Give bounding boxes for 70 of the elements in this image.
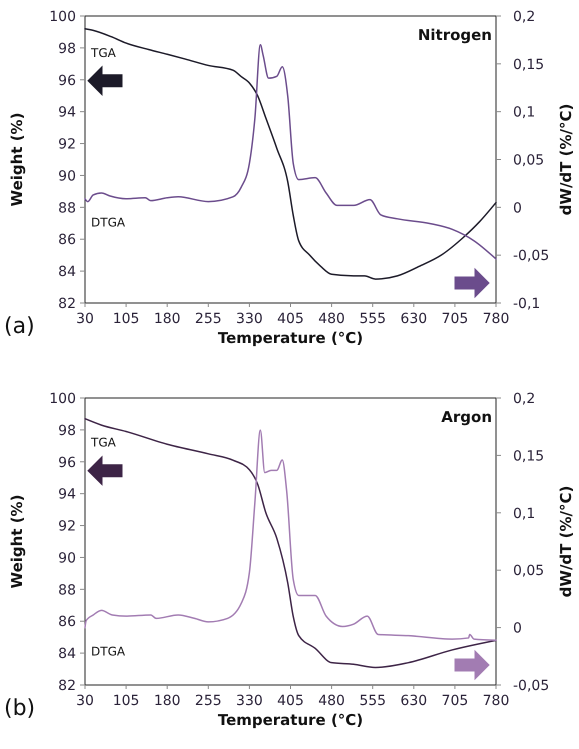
y2-tick-label: -0,05 xyxy=(513,678,550,694)
x-tick-label: 705 xyxy=(442,311,468,327)
x-tick-label: 555 xyxy=(359,693,386,709)
x-axis-title: Temperature (°C) xyxy=(218,329,364,347)
x-tick-label: 630 xyxy=(400,693,428,709)
y2-tick-label: 0,1 xyxy=(513,506,536,522)
y-tick-label: 88 xyxy=(58,200,76,216)
y2-tick-label: -0,1 xyxy=(513,296,540,312)
y2-tick-label: 0,1 xyxy=(513,104,536,121)
x-tick-label: 255 xyxy=(194,311,222,327)
y2-tick-label: 0,15 xyxy=(513,448,544,464)
y2-tick-label: 0,2 xyxy=(513,391,536,407)
y-tick-label: 84 xyxy=(58,646,76,662)
y-tick-label: 96 xyxy=(58,454,76,471)
text: (b) xyxy=(4,696,36,721)
line-series xyxy=(84,429,497,641)
x-tick-label: 480 xyxy=(318,693,345,709)
x-tick-label: 30 xyxy=(76,693,94,709)
x-tick-label: 555 xyxy=(359,311,386,327)
y-axis-title: Weight (%) xyxy=(8,494,26,588)
x-tick-label: 105 xyxy=(112,693,140,709)
x-tick-label: 330 xyxy=(236,311,263,327)
y2-tick-label: 0,05 xyxy=(513,152,544,168)
y-tick-label: 100 xyxy=(49,9,76,25)
series-label: DTGA xyxy=(91,644,126,659)
x-tick-label: 630 xyxy=(400,311,428,327)
y-tick-label: 90 xyxy=(58,550,76,566)
y2-tick-label: -0,05 xyxy=(513,248,550,264)
y-tick-label: 96 xyxy=(58,72,76,89)
y-tick-label: 94 xyxy=(58,104,76,121)
x-tick-label: 405 xyxy=(277,311,304,327)
y-tick-label: 84 xyxy=(58,264,76,280)
y-tick-label: 92 xyxy=(58,136,76,153)
x-tick-label: 780 xyxy=(482,693,510,709)
y-tick-label: 100 xyxy=(49,391,76,407)
text: (a) xyxy=(4,314,35,339)
y-tick-label: 86 xyxy=(58,232,76,248)
y2-tick-label: 0,15 xyxy=(513,56,544,73)
y2-tick-label: 0 xyxy=(513,200,522,216)
y-tick-label: 92 xyxy=(58,518,76,535)
text: Argon xyxy=(441,408,492,426)
x-tick-label: 180 xyxy=(154,311,181,327)
y-tick-label: 86 xyxy=(58,614,76,630)
x-tick-label: 480 xyxy=(318,311,345,327)
y2-axis-title: dW/dT (%/°C) xyxy=(557,486,575,598)
y2-tick-label: 0,2 xyxy=(513,9,536,25)
y-axis-title: Weight (%) xyxy=(8,112,26,206)
x-tick-label: 255 xyxy=(194,693,222,709)
y-tick-label: 82 xyxy=(58,678,76,694)
y2-axis-title: dW/dT (%/°C) xyxy=(557,104,575,216)
text: Nitrogen xyxy=(418,26,492,44)
y2-tick-label: 0,05 xyxy=(513,563,544,580)
y-tick-label: 94 xyxy=(58,486,76,503)
y-tick-label: 98 xyxy=(58,40,76,57)
x-axis-title: Temperature (°C) xyxy=(218,711,364,729)
x-tick-label: 180 xyxy=(154,693,181,709)
y2-tick-label: 0 xyxy=(513,620,522,637)
y-tick-label: 88 xyxy=(58,582,76,598)
x-tick-label: 780 xyxy=(482,311,510,327)
series-label: TGA xyxy=(90,436,117,450)
x-tick-label: 330 xyxy=(236,693,263,709)
x-tick-label: 30 xyxy=(76,311,94,327)
series-label: DTGA xyxy=(91,216,126,230)
series-label: TGA xyxy=(90,46,117,60)
x-tick-label: 405 xyxy=(277,693,304,709)
x-tick-label: 705 xyxy=(442,693,468,709)
y-tick-label: 98 xyxy=(58,422,76,439)
x-tick-label: 105 xyxy=(112,311,140,327)
y-tick-label: 82 xyxy=(58,296,76,312)
y-tick-label: 90 xyxy=(58,168,76,184)
